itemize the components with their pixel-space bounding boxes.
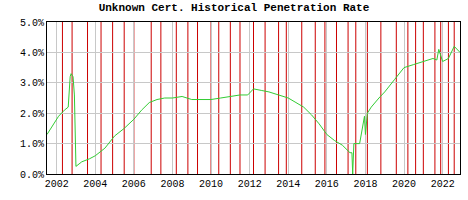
svg-text:0.0%: 0.0% xyxy=(20,170,44,181)
svg-text:2018: 2018 xyxy=(353,179,377,190)
svg-text:Unknown Cert. Historical Penet: Unknown Cert. Historical Penetration Rat… xyxy=(99,2,370,14)
svg-text:2022: 2022 xyxy=(431,179,455,190)
svg-text:2006: 2006 xyxy=(122,179,146,190)
svg-text:2020: 2020 xyxy=(392,179,416,190)
svg-text:2010: 2010 xyxy=(199,179,223,190)
svg-text:2014: 2014 xyxy=(276,179,300,190)
svg-text:3.0%: 3.0% xyxy=(20,78,44,89)
svg-text:2.0%: 2.0% xyxy=(20,109,44,120)
svg-text:1.0%: 1.0% xyxy=(20,139,44,150)
svg-text:2004: 2004 xyxy=(83,179,107,190)
svg-text:5.0%: 5.0% xyxy=(20,18,44,29)
svg-text:2002: 2002 xyxy=(45,179,69,190)
svg-text:4.0%: 4.0% xyxy=(20,48,44,59)
svg-text:2016: 2016 xyxy=(315,179,339,190)
svg-text:2008: 2008 xyxy=(160,179,184,190)
svg-text:2012: 2012 xyxy=(238,179,262,190)
